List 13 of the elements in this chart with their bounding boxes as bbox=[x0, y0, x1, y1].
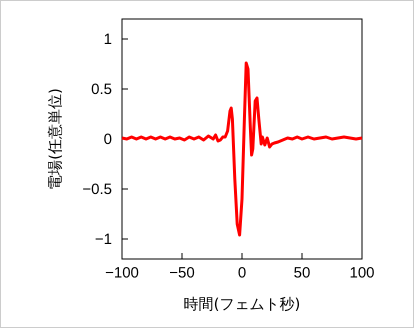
y-axis-title: 電場(任意単位) bbox=[46, 88, 64, 190]
x-tick-label: −50 bbox=[169, 264, 195, 282]
x-tick-label: 50 bbox=[294, 264, 310, 282]
line-series bbox=[120, 62, 364, 236]
y-tick-label: −0.5 bbox=[82, 180, 112, 198]
y-tick-label: 0 bbox=[104, 130, 112, 148]
y-tick-label: −1 bbox=[94, 230, 112, 248]
y-tick-label: 1 bbox=[104, 30, 112, 48]
x-tick-label: 0 bbox=[238, 264, 246, 282]
x-tick-label: 100 bbox=[349, 264, 375, 282]
x-axis-title: 時間(フェムト秒) bbox=[184, 295, 300, 313]
y-tick-label: 0.5 bbox=[91, 80, 112, 98]
x-tick-label: −100 bbox=[105, 264, 139, 282]
